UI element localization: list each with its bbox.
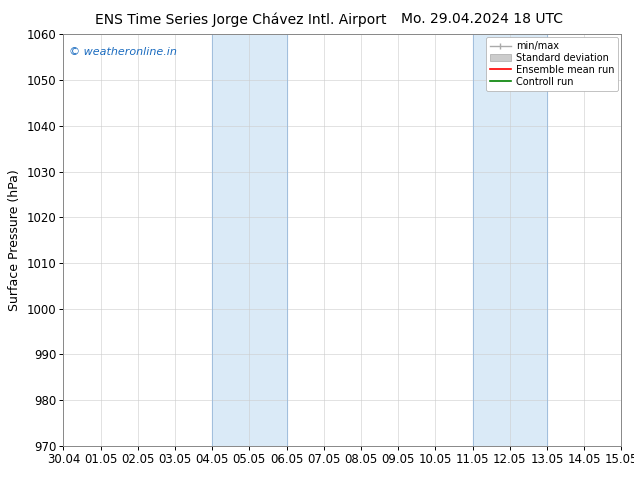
- Text: Mo. 29.04.2024 18 UTC: Mo. 29.04.2024 18 UTC: [401, 12, 563, 26]
- Bar: [212, 34, 287, 446]
- Bar: [472, 34, 547, 446]
- Y-axis label: Surface Pressure (hPa): Surface Pressure (hPa): [8, 169, 21, 311]
- Legend: min/max, Standard deviation, Ensemble mean run, Controll run: min/max, Standard deviation, Ensemble me…: [486, 37, 618, 91]
- Text: © weatheronline.in: © weatheronline.in: [69, 47, 177, 57]
- Text: ENS Time Series Jorge Chávez Intl. Airport: ENS Time Series Jorge Chávez Intl. Airpo…: [95, 12, 387, 27]
